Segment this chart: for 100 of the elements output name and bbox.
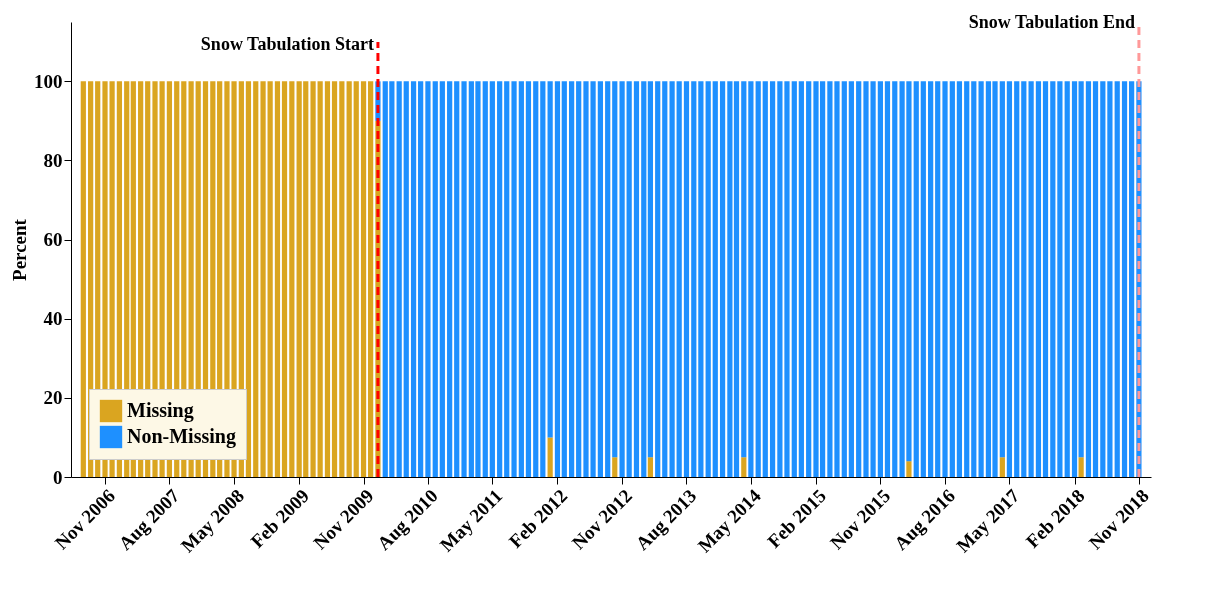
bar: [1028, 81, 1034, 477]
bar: [727, 81, 733, 477]
bar: [1085, 81, 1092, 477]
bar: [641, 81, 647, 477]
bar: [791, 81, 797, 477]
bar: [310, 81, 316, 477]
bar: [806, 81, 812, 477]
bar: [762, 81, 768, 477]
bar: [856, 81, 862, 477]
bar: [504, 81, 510, 477]
bar: [554, 81, 561, 477]
bar: [454, 81, 460, 477]
bar: [719, 81, 726, 477]
bar: [497, 81, 503, 477]
bar: [1121, 81, 1128, 477]
bar: [80, 81, 86, 477]
bar: [360, 81, 367, 477]
bar: [547, 437, 553, 477]
bar: [698, 81, 704, 477]
bar: [561, 81, 567, 477]
bar: [612, 81, 618, 458]
bar: [999, 457, 1005, 477]
bar: [942, 81, 948, 477]
bar: [518, 81, 524, 477]
bar: [733, 81, 740, 477]
bar: [1107, 81, 1113, 477]
bar: [841, 81, 847, 477]
y-tick-label: 20: [43, 387, 63, 409]
bar: [748, 81, 754, 477]
y-tick-label: 60: [43, 229, 63, 251]
bar: [353, 81, 359, 477]
bar: [289, 81, 295, 477]
y-tick-label: 40: [43, 308, 63, 330]
ref-line-label: Snow Tabulation End: [968, 12, 1135, 32]
bar: [1021, 81, 1027, 477]
bar: [1078, 81, 1084, 458]
bar: [339, 81, 345, 477]
bar: [403, 81, 409, 477]
bar: [260, 81, 266, 477]
bar: [525, 81, 532, 477]
bar: [935, 81, 941, 477]
bar: [892, 81, 898, 477]
bar: [1092, 81, 1099, 477]
bar: [1114, 81, 1120, 477]
bar: [439, 81, 445, 477]
bar: [884, 81, 891, 477]
bar: [712, 81, 718, 477]
bar: [964, 81, 970, 477]
bar: [906, 461, 912, 477]
bar: [1014, 81, 1020, 477]
bar: [647, 457, 653, 477]
bar: [920, 81, 926, 477]
bar: [619, 81, 625, 477]
bar: [971, 81, 977, 477]
bar: [1064, 81, 1070, 477]
bar: [633, 81, 640, 477]
bar: [331, 81, 338, 477]
bar: [956, 81, 963, 477]
bar: [346, 81, 352, 477]
bar: [324, 81, 331, 477]
y-tick-label: 0: [53, 466, 63, 488]
bar: [676, 81, 682, 477]
bar: [461, 81, 467, 477]
bar: [1129, 81, 1135, 477]
bar: [540, 81, 546, 477]
bar: [662, 81, 668, 477]
bar: [1100, 81, 1106, 477]
bar: [626, 81, 632, 477]
bar: [511, 81, 517, 477]
bar: [705, 81, 711, 477]
bar: [741, 457, 747, 477]
bar: [253, 81, 259, 477]
bar: [425, 81, 431, 477]
bar: [482, 81, 488, 477]
bar: [669, 81, 675, 477]
y-tick-label: 100: [34, 70, 63, 92]
bar: [741, 81, 747, 458]
legend-label: Non-Missing: [127, 425, 236, 448]
bar: [547, 81, 553, 438]
bar: [447, 81, 453, 477]
bar: [647, 81, 653, 458]
bar: [798, 81, 804, 477]
bar: [999, 81, 1005, 458]
y-axis-title: Percent: [9, 218, 30, 281]
bar: [612, 457, 618, 477]
bar: [489, 81, 495, 477]
bar: [1071, 81, 1078, 477]
bar: [317, 81, 323, 477]
bar: [1078, 457, 1084, 477]
bar: [410, 81, 417, 477]
bar: [597, 81, 603, 477]
bar: [877, 81, 883, 477]
bar: [949, 81, 955, 477]
legend-label: Missing: [127, 399, 194, 422]
bar: [274, 81, 281, 477]
bar: [368, 81, 374, 477]
bar: [683, 81, 690, 477]
bar: [848, 81, 854, 477]
bar: [605, 81, 611, 477]
ref-line-label: Snow Tabulation Start: [200, 34, 374, 54]
